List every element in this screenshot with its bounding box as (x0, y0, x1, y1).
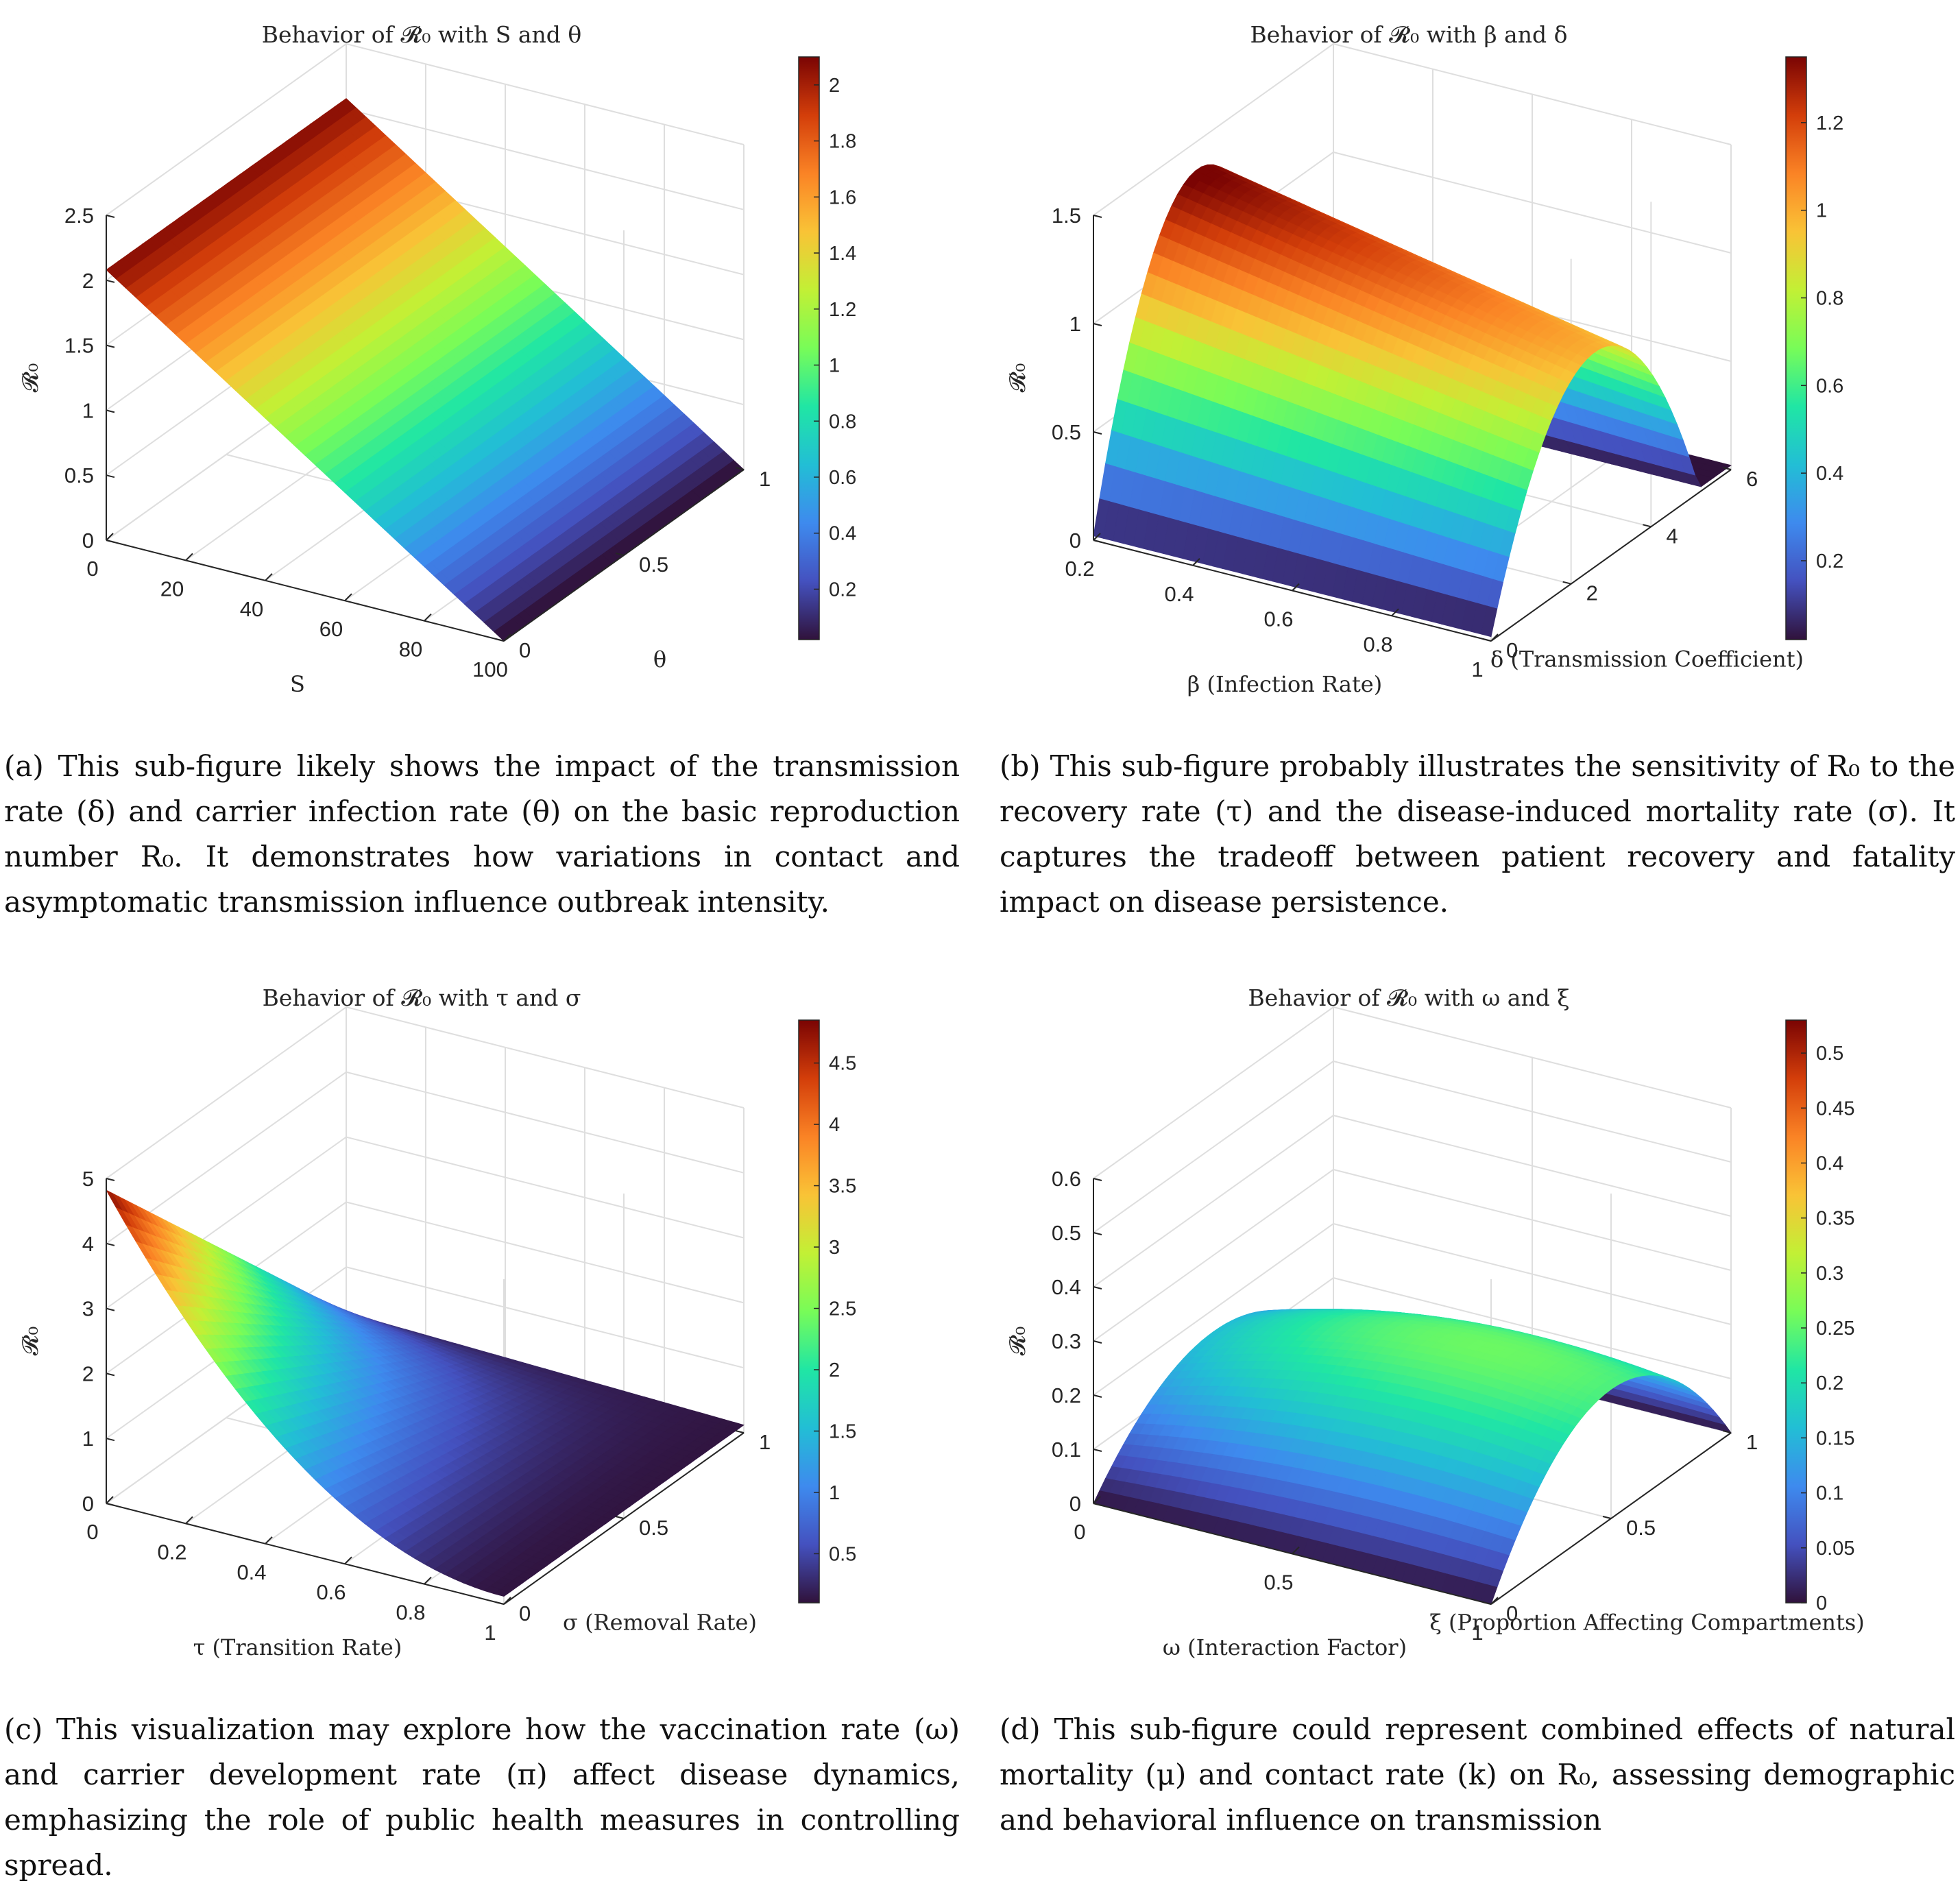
z-tick-mark (1093, 324, 1102, 326)
z-tick-label: 1.5 (1052, 204, 1081, 228)
colorbar-tick-label: 0.8 (829, 411, 856, 433)
colorbar-tick-label: 0.8 (1816, 288, 1843, 310)
y-tick-label: 0.5 (639, 553, 668, 577)
colorbar-tick-label: 1.6 (829, 186, 856, 208)
z-tick-mark (106, 475, 114, 477)
x-tick-label: 0.6 (1263, 607, 1293, 631)
x-tick-label: 40 (240, 597, 263, 621)
x-tick-label: 100 (472, 657, 508, 681)
colorbar-tick-label: 1.8 (829, 131, 856, 153)
z-tick-label: 1 (82, 398, 94, 422)
chart-title: Behavior of 𝓡₀ with β and δ (1250, 21, 1568, 48)
y-axis-label: θ (653, 646, 666, 673)
z-tick-label: 0 (82, 529, 94, 553)
z-tick-label: 0 (1069, 529, 1081, 553)
chart-title: Behavior of 𝓡₀ with S and θ (262, 21, 581, 48)
z-tick-label: 1 (1069, 312, 1081, 336)
chart-b: Behavior of 𝓡₀ with β and δ 0 0.5 1 1.5 0.2 0.… (987, 0, 1960, 727)
colorbar-tick-label: 2 (829, 75, 840, 97)
chart-a: Behavior of 𝓡₀ with S and θ 0 0.5 1 1.5 2 2.5 0… (0, 0, 973, 727)
colorbar-tick-label: 1 (829, 355, 840, 377)
y-axis-label: δ (Transmission Coefficient) (1490, 646, 1804, 673)
subfigure-a: Behavior of 𝓡₀ with S and θ 0 0.5 1 1.5 2 2.5 0… (0, 0, 973, 727)
subfigure-b: Behavior of 𝓡₀ with β and δ 0 0.5 1 1.5 0.2 0.… (987, 0, 1960, 727)
z-tick-label: 0.5 (64, 463, 94, 487)
z-tick-mark (1093, 215, 1102, 217)
colorbar-tick-label: 0.6 (829, 467, 856, 489)
y-tick-label: 6 (1746, 467, 1758, 491)
x-tick-label: 0.8 (1363, 632, 1392, 656)
z-tick-mark (1093, 432, 1102, 434)
x-axis-label: β (Infection Rate) (1187, 671, 1382, 697)
x-tick-label: 80 (399, 638, 422, 662)
x-tick-label: 20 (160, 577, 184, 601)
z-tick-label: 0.5 (1052, 420, 1081, 444)
x-tick-label: 1 (1471, 657, 1483, 681)
z-tick-mark (106, 280, 114, 282)
z-axis-label: 𝓡₀ (1004, 363, 1030, 393)
y-tick-label: 1 (759, 467, 771, 491)
x-tick-label: 0.2 (1065, 557, 1094, 581)
colorbar-tick-label: 0.4 (829, 523, 856, 545)
colorbar-tick-label: 1.2 (829, 299, 856, 321)
z-tick-label: 1.5 (64, 334, 94, 358)
y-tick-label: 4 (1666, 524, 1678, 548)
colorbar-tick-label: 1.2 (1816, 112, 1843, 134)
z-tick-label: 2 (82, 269, 94, 293)
colorbar-tick-label: 0.2 (829, 579, 856, 601)
chart-title: Behavior of 𝓡₀ with τ and σ (263, 984, 581, 1011)
colorbar-tick-label: 0.2 (1816, 550, 1843, 572)
colorbar-tick-label: 1.4 (829, 243, 856, 265)
y-tick-label: 0 (519, 638, 531, 662)
z-tick-mark (106, 215, 114, 217)
colorbar-tick-label: 1 (1816, 200, 1827, 222)
z-tick-label: 2.5 (64, 204, 94, 228)
colorbar-tick-label: 0.6 (1816, 375, 1843, 397)
surface-group (1093, 165, 1731, 637)
colorbar (799, 57, 819, 640)
y-tick-label: 2 (1586, 581, 1598, 605)
z-axis-label: 𝓡₀ (17, 363, 43, 393)
z-tick-mark (106, 346, 114, 348)
x-axis-label: S (290, 671, 305, 697)
x-tick-label: 0.4 (1164, 582, 1194, 606)
colorbar-tick-label: 0.4 (1816, 463, 1843, 485)
x-tick-label: 60 (319, 617, 343, 641)
x-tick-label: 0 (86, 557, 98, 581)
z-tick-mark (106, 410, 114, 412)
colorbar (1786, 57, 1806, 640)
chart-c: Behavior of 𝓡₀ with τ and σ01234500.20.4… (0, 963, 973, 1690)
